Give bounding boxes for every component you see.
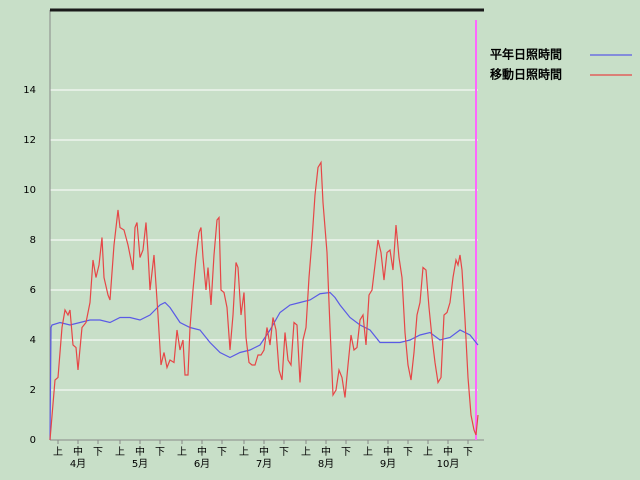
x-tick-label: 下	[279, 447, 289, 458]
y-tick-label: 8	[30, 235, 36, 246]
x-tick-label: 中	[259, 445, 269, 458]
x-tick-label: 上	[363, 446, 373, 458]
month-label: 8月	[318, 458, 334, 470]
x-tick-label: 下	[403, 447, 413, 458]
series-line	[49, 160, 479, 441]
x-tick-label: 下	[155, 447, 165, 458]
x-tick-label: 上	[301, 446, 311, 458]
y-tick-label: 0	[30, 435, 36, 446]
y-tick-label: 10	[23, 185, 36, 196]
y-tick-label: 4	[30, 335, 36, 346]
x-tick-label: 中	[383, 445, 393, 458]
x-tick-label: 上	[115, 446, 125, 458]
x-tick-label: 下	[341, 447, 351, 458]
month-label: 9月	[380, 458, 396, 470]
month-label: 5月	[132, 458, 148, 470]
x-tick-label: 上	[53, 446, 63, 458]
month-label: 4月	[70, 458, 86, 470]
month-label: 10月	[437, 458, 460, 470]
x-tick-label: 中	[443, 445, 453, 458]
x-tick-label: 上	[177, 446, 187, 458]
x-tick-label: 下	[93, 447, 103, 458]
series-line	[49, 291, 479, 441]
x-tick-label: 中	[135, 445, 145, 458]
legend-label: 移動日照時間	[490, 67, 562, 82]
y-tick-label: 2	[30, 385, 36, 396]
month-label: 6月	[194, 458, 210, 470]
y-tick-label: 6	[30, 285, 36, 296]
x-tick-label: 中	[321, 445, 331, 458]
x-tick-label: 中	[197, 445, 207, 458]
legend-label: 平年日照時間	[490, 47, 562, 62]
x-tick-label: 中	[73, 445, 83, 458]
x-tick-label: 下	[463, 447, 473, 458]
x-tick-label: 下	[217, 447, 227, 458]
x-tick-label: 上	[239, 446, 249, 458]
x-tick-label: 上	[423, 446, 433, 458]
y-tick-label: 14	[23, 85, 36, 96]
month-label: 7月	[256, 458, 272, 470]
y-tick-label: 12	[23, 135, 36, 146]
